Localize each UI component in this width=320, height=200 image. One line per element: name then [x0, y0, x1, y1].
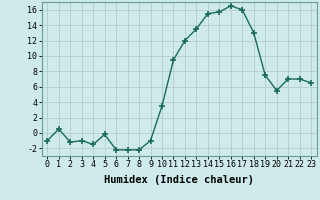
X-axis label: Humidex (Indice chaleur): Humidex (Indice chaleur) [104, 175, 254, 185]
